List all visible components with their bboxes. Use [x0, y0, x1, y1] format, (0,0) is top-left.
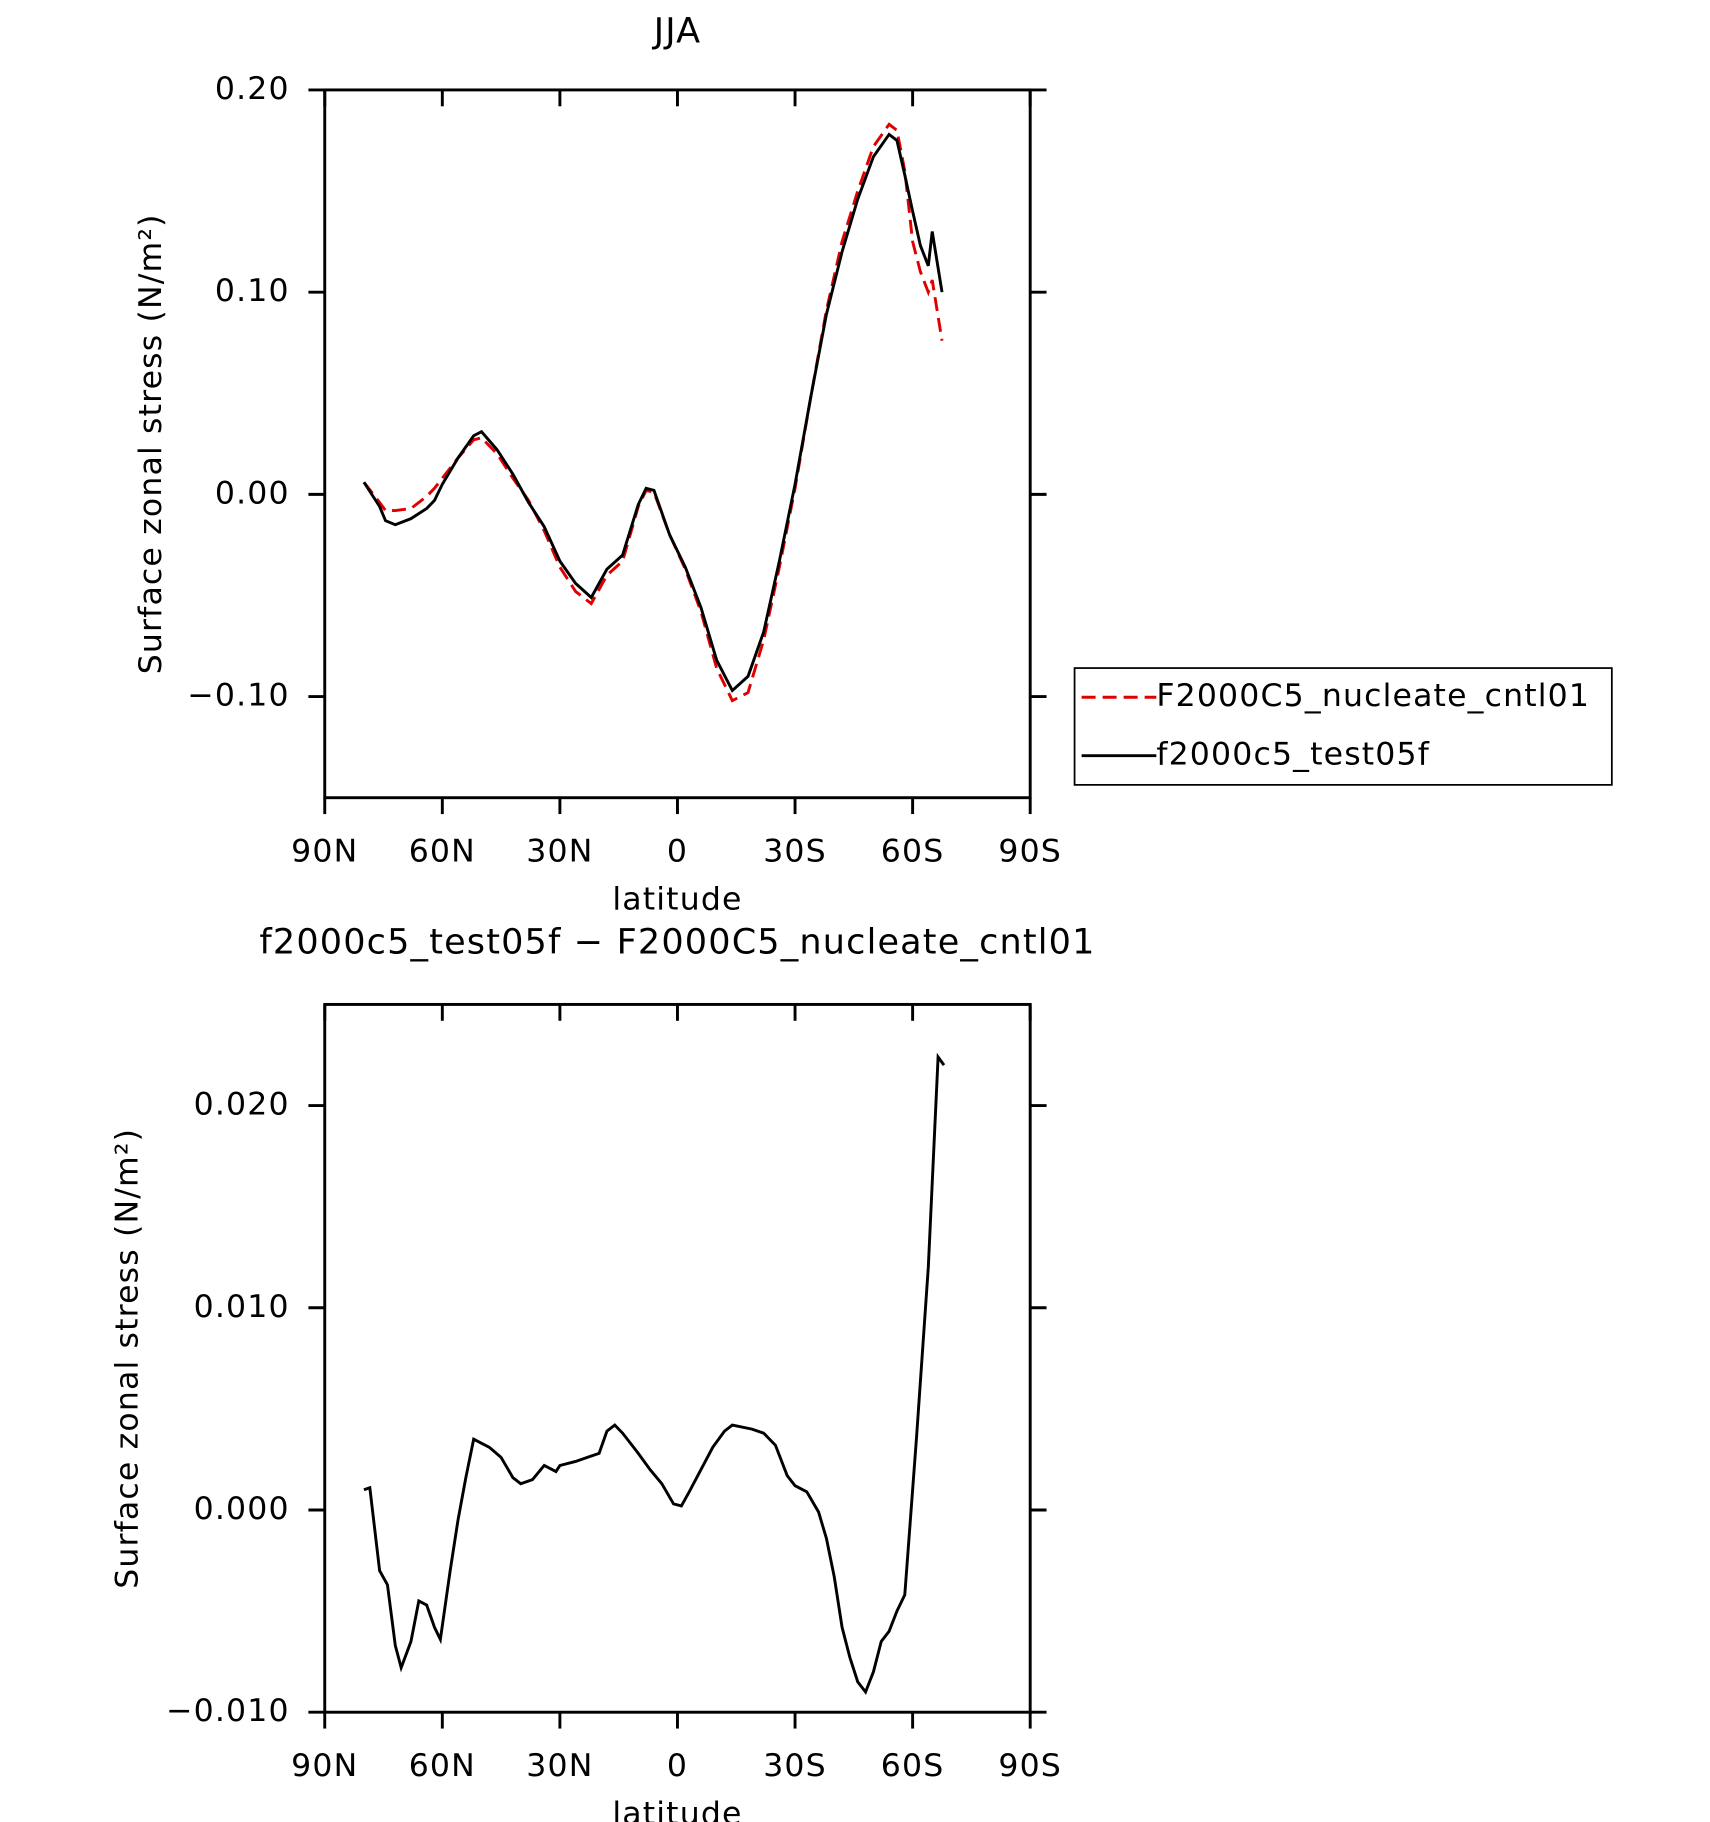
x-tick-label: 30N: [526, 1748, 593, 1784]
y-tick-label: 0.00: [215, 475, 290, 511]
y-tick-label: −0.010: [166, 1693, 290, 1729]
chart-title: JJA: [652, 11, 702, 52]
x-tick-label: 90S: [998, 1748, 1062, 1784]
y-axis-label: Surface zonal stress (N/m²): [110, 1128, 146, 1589]
data-line: [362, 122, 944, 703]
plot-frame: [323, 1002, 1032, 1714]
x-tick-label: 60N: [409, 1748, 476, 1784]
x-tick-label: 30S: [763, 834, 827, 870]
x-tick-label: 90N: [291, 834, 358, 870]
x-tick-label: 60S: [881, 834, 945, 870]
y-tick-label: 0.20: [215, 71, 290, 107]
y-tick-label: 0.000: [194, 1491, 290, 1527]
y-tick-label: −0.10: [187, 678, 289, 714]
x-tick-label: 0: [667, 1748, 688, 1784]
y-tick-label: 0.10: [215, 273, 290, 309]
chart-title: f2000c5_test05f − F2000C5_nucleate_cntl0…: [259, 922, 1095, 963]
x-tick-label: 30N: [526, 834, 593, 870]
x-tick-label: 30S: [763, 1748, 827, 1784]
x-tick-label: 60S: [881, 1748, 945, 1784]
x-axis-label: latitude: [612, 1796, 742, 1822]
data-line: [363, 1052, 946, 1695]
y-axis-label: Surface zonal stress (N/m²): [133, 213, 169, 674]
x-tick-label: 90N: [291, 1748, 358, 1784]
x-tick-label: 60N: [409, 834, 476, 870]
x-tick-label: 90S: [998, 834, 1062, 870]
legend-box: [1073, 667, 1613, 786]
y-tick-label: 0.020: [194, 1087, 290, 1123]
legend-label: f2000c5_test05f: [1156, 737, 1430, 773]
legend-label: F2000C5_nucleate_cntl01: [1156, 678, 1590, 714]
plot-frame: [323, 88, 1032, 800]
data-line: [362, 132, 944, 693]
x-axis-label: latitude: [612, 881, 742, 917]
y-tick-label: 0.010: [194, 1289, 290, 1325]
x-tick-label: 0: [667, 834, 688, 870]
